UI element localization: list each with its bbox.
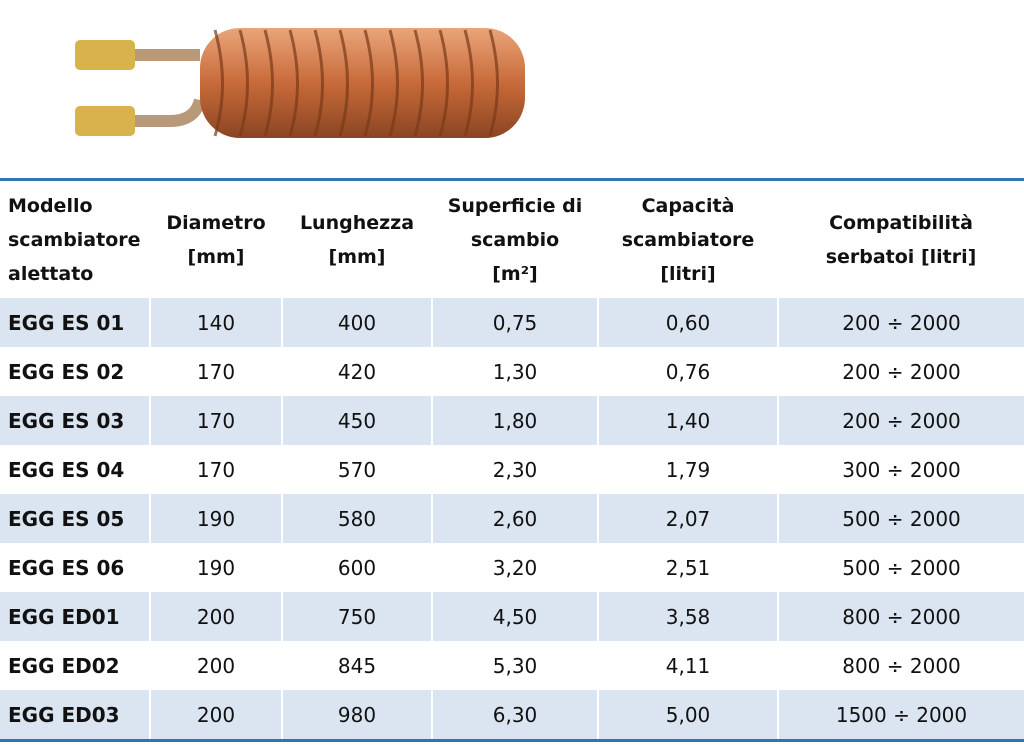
header-text: scambiatore — [621, 228, 755, 251]
model-cell: EGG ES 04 — [8, 457, 125, 482]
value-cell: 200 — [149, 690, 282, 741]
table-row: EGG ES 06 190 600 3,20 2,51 500 ÷ 2000 — [0, 543, 1024, 592]
value-cell: 4,50 — [431, 592, 598, 641]
table-row: EGG ES 03 170 450 1,80 1,40 200 ÷ 2000 — [0, 396, 1024, 445]
value-cell: 1,30 — [431, 347, 598, 396]
header-cell: Compatibilità serbatoi [litri] — [778, 180, 1024, 299]
table-row: EGG ES 04 170 570 2,30 1,79 300 ÷ 2000 — [0, 445, 1024, 494]
value-cell: 580 — [281, 494, 432, 543]
header-cell: Lunghezza [mm] — [282, 180, 432, 299]
model-cell: EGG ES 01 — [0, 298, 150, 347]
value-cell: 300 ÷ 2000 — [777, 445, 1024, 494]
value-cell: 420 — [281, 347, 432, 396]
header-text: [litri] — [660, 262, 716, 285]
value-cell: 200 ÷ 2000 — [777, 298, 1024, 347]
header-text: [m²] — [492, 262, 538, 285]
header-text: scambio — [470, 228, 560, 251]
header-text: [mm] — [187, 245, 245, 268]
model-cell: EGG ES 03 — [0, 396, 150, 445]
value-cell: 2,51 — [597, 543, 778, 592]
value-cell: 0,75 — [431, 298, 598, 347]
table-row: EGG ES 01 140 400 0,75 0,60 200 ÷ 2000 — [0, 298, 1024, 347]
header-cell: Diametro [mm] — [150, 180, 282, 299]
header-text: Capacità — [641, 194, 735, 217]
header-text: [mm] — [328, 245, 386, 268]
value-cell: 1,80 — [431, 396, 598, 445]
model-cell: EGG ES 06 — [8, 555, 125, 580]
header-text: scambiatore — [8, 228, 141, 251]
value-cell: 845 — [281, 641, 432, 690]
value-cell: 1,79 — [597, 445, 778, 494]
value-cell: 200 ÷ 2000 — [777, 396, 1024, 445]
header-text: alettato — [8, 262, 94, 285]
value-cell: 3,58 — [597, 592, 778, 641]
header-cell: Superficie di scambio [m²] — [432, 180, 598, 299]
model-cell: EGG ES 02 — [8, 359, 125, 384]
value-cell: 800 ÷ 2000 — [777, 592, 1024, 641]
value-cell: 4,11 — [597, 641, 778, 690]
value-cell: 500 ÷ 2000 — [777, 494, 1024, 543]
value-cell: 500 ÷ 2000 — [777, 543, 1024, 592]
header-text: Compatibilità — [829, 211, 973, 234]
value-cell: 2,07 — [597, 494, 778, 543]
table-row: EGG ES 02 170 420 1,30 0,76 200 ÷ 2000 — [0, 347, 1024, 396]
value-cell: 1,40 — [597, 396, 778, 445]
value-cell: 0,60 — [597, 298, 778, 347]
value-cell: 6,30 — [431, 690, 598, 741]
value-cell: 5,00 — [597, 690, 778, 741]
table-row: EGG ED02 200 845 5,30 4,11 800 ÷ 2000 — [0, 641, 1024, 690]
value-cell: 570 — [281, 445, 432, 494]
model-cell: EGG ED03 — [0, 690, 150, 741]
header-text: Superficie di — [447, 194, 583, 217]
value-cell: 2,30 — [431, 445, 598, 494]
value-cell: 5,30 — [431, 641, 598, 690]
model-cell: EGG ES 05 — [0, 494, 150, 543]
header-text: Diametro — [166, 211, 266, 234]
value-cell: 800 ÷ 2000 — [777, 641, 1024, 690]
value-cell: 400 — [281, 298, 432, 347]
header-row: Modello scambiatore alettato Diametro [mm] Lu… — [0, 180, 1024, 299]
header-text: Lunghezza — [299, 211, 415, 234]
header-cell: Modello scambiatore alettato — [0, 180, 150, 299]
value-cell: 3,20 — [431, 543, 598, 592]
value-cell: 750 — [281, 592, 432, 641]
value-cell: 0,76 — [597, 347, 778, 396]
value-cell: 170 — [149, 347, 282, 396]
value-cell: 140 — [149, 298, 282, 347]
value-cell: 190 — [149, 494, 282, 543]
coil-photo — [75, 28, 525, 138]
value-cell: 200 — [149, 592, 282, 641]
table-row: EGG ES 05 190 580 2,60 2,07 500 ÷ 2000 — [0, 494, 1024, 543]
value-cell: 200 ÷ 2000 — [777, 347, 1024, 396]
table-body: EGG ES 01 140 400 0,75 0,60 200 ÷ 2000 EGG ES … — [0, 298, 1024, 741]
value-cell: 980 — [281, 690, 432, 741]
model-cell: EGG ED01 — [0, 592, 150, 641]
value-cell: 2,60 — [431, 494, 598, 543]
table-row: EGG ED01 200 750 4,50 3,58 800 ÷ 2000 — [0, 592, 1024, 641]
model-cell: EGG ED02 — [8, 653, 120, 678]
value-cell: 200 — [149, 641, 282, 690]
spec-table: Modello scambiatore alettato Diametro [mm] Lu… — [0, 178, 1024, 742]
value-cell: 450 — [281, 396, 432, 445]
value-cell: 600 — [281, 543, 432, 592]
value-cell: 1500 ÷ 2000 — [777, 690, 1024, 741]
value-cell: 170 — [149, 445, 282, 494]
value-cell: 170 — [149, 396, 282, 445]
table-row: EGG ED03 200 980 6,30 5,00 1500 ÷ 2000 — [0, 690, 1024, 741]
value-cell: 190 — [149, 543, 282, 592]
header-text: Modello — [8, 194, 93, 217]
header-cell: Capacità scambiatore [litri] — [598, 180, 778, 299]
header-text: serbatoi [litri] — [825, 245, 977, 268]
